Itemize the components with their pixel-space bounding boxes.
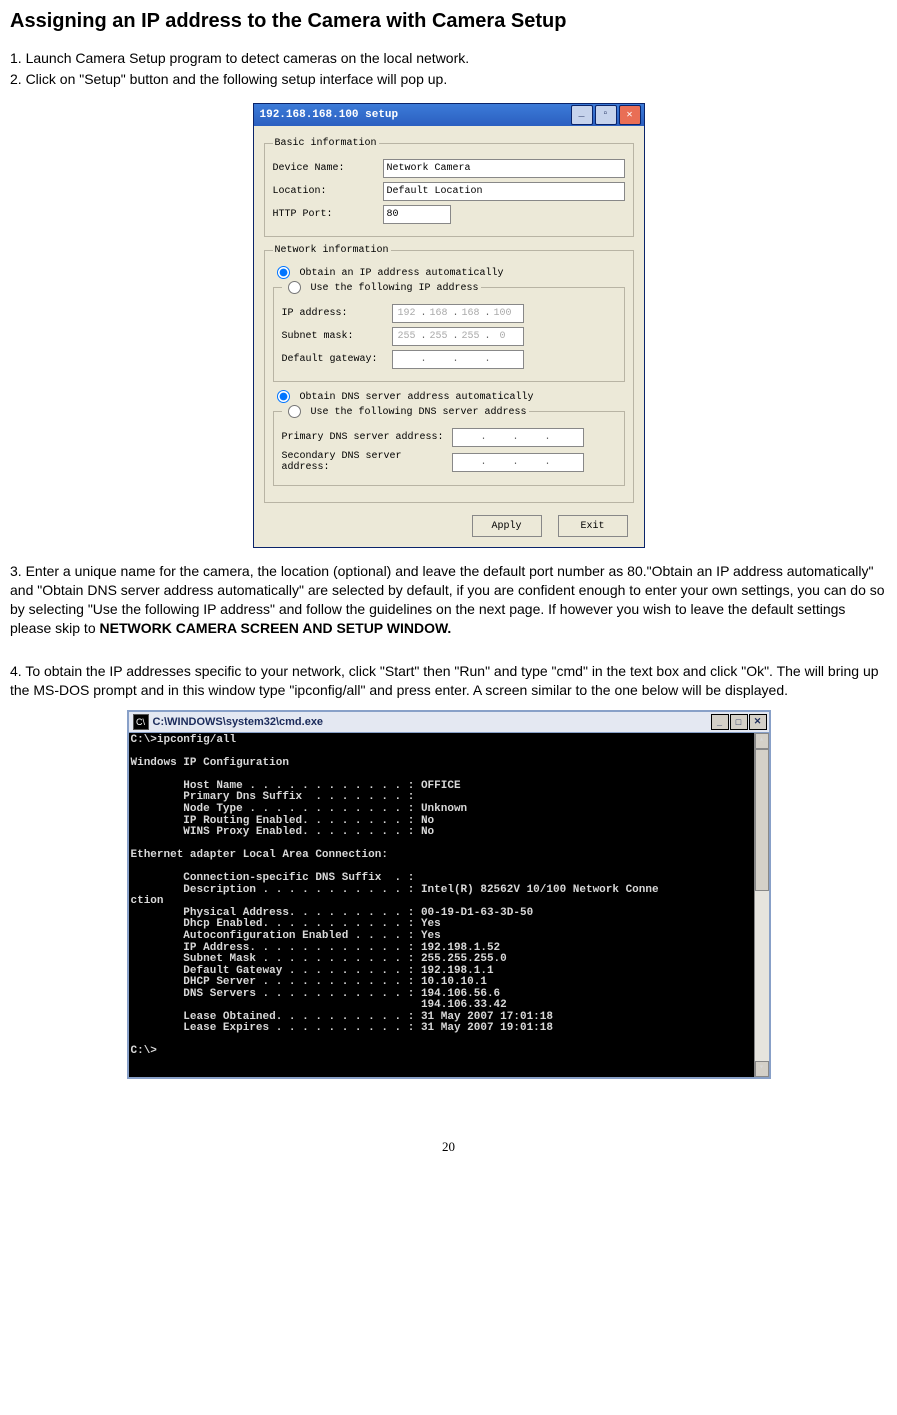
use-following-dns-label: Use the following DNS server address xyxy=(311,407,527,418)
use-following-dns-radio[interactable] xyxy=(288,405,301,418)
obtain-dns-auto-radio[interactable] xyxy=(277,390,290,403)
scroll-up-button[interactable]: ▴ xyxy=(755,733,769,749)
cmd-scrollbar[interactable]: ▴ ▾ xyxy=(754,733,769,1077)
secondary-dns-label: Secondary DNS server address: xyxy=(282,451,452,473)
http-port-input[interactable]: 80 xyxy=(383,205,451,224)
setup-titlebar: 192.168.168.100 setup _ ▫ ✕ xyxy=(254,104,644,126)
default-gateway-input[interactable]: . . . xyxy=(392,350,524,369)
cmd-close-button[interactable]: ✕ xyxy=(749,714,767,730)
cmd-window: C\ C:\WINDOWS\system32\cmd.exe _ □ ✕ C:\… xyxy=(127,710,771,1079)
cmd-icon: C\ xyxy=(133,714,149,730)
setup-title-text: 192.168.168.100 setup xyxy=(260,109,571,121)
default-gateway-label: Default gateway: xyxy=(282,354,392,365)
location-label: Location: xyxy=(273,186,383,197)
step-3-bold: NETWORK CAMERA SCREEN AND SETUP WINDOW. xyxy=(100,620,452,636)
secondary-dns-input[interactable]: . . . xyxy=(452,453,584,472)
ip-address-input[interactable]: 192. 168. 168. 100 xyxy=(392,304,524,323)
page-number: 20 xyxy=(10,1139,887,1155)
close-button[interactable]: ✕ xyxy=(619,105,641,125)
step-2: 2. Click on "Setup" button and the follo… xyxy=(10,70,887,89)
obtain-ip-auto-label: Obtain an IP address automatically xyxy=(300,268,504,279)
primary-dns-label: Primary DNS server address: xyxy=(282,432,452,443)
step-3: 3. Enter a unique name for the camera, t… xyxy=(10,562,887,638)
scroll-down-button[interactable]: ▾ xyxy=(755,1061,769,1077)
minimize-button[interactable]: _ xyxy=(571,105,593,125)
network-info-group: Network information Obtain an IP address… xyxy=(264,245,634,504)
step-1: 1. Launch Camera Setup program to detect… xyxy=(10,49,887,68)
cmd-title-text: C:\WINDOWS\system32\cmd.exe xyxy=(153,716,711,728)
static-dns-group: Use the following DNS server address Pri… xyxy=(273,405,625,486)
http-port-label: HTTP Port: xyxy=(273,209,383,220)
page-title: Assigning an IP address to the Camera wi… xyxy=(10,10,887,33)
device-name-label: Device Name: xyxy=(273,163,383,174)
cmd-output: C:\>ipconfig/all Windows IP Configuratio… xyxy=(129,733,769,1077)
cmd-output-text: C:\>ipconfig/all Windows IP Configuratio… xyxy=(131,734,659,1058)
use-following-ip-label: Use the following IP address xyxy=(311,283,479,294)
maximize-button[interactable]: ▫ xyxy=(595,105,617,125)
basic-info-legend: Basic information xyxy=(273,138,379,149)
scroll-thumb[interactable] xyxy=(755,749,769,891)
apply-button[interactable]: Apply xyxy=(472,515,542,537)
cmd-titlebar: C\ C:\WINDOWS\system32\cmd.exe _ □ ✕ xyxy=(129,712,769,733)
cmd-minimize-button[interactable]: _ xyxy=(711,714,729,730)
cmd-maximize-button[interactable]: □ xyxy=(730,714,748,730)
subnet-mask-input[interactable]: 255. 255. 255. 0 xyxy=(392,327,524,346)
exit-button[interactable]: Exit xyxy=(558,515,628,537)
device-name-input[interactable]: Network Camera xyxy=(383,159,625,178)
obtain-dns-auto-label: Obtain DNS server address automatically xyxy=(300,392,534,403)
setup-window: 192.168.168.100 setup _ ▫ ✕ Basic inform… xyxy=(253,103,645,549)
subnet-mask-label: Subnet mask: xyxy=(282,331,392,342)
primary-dns-input[interactable]: . . . xyxy=(452,428,584,447)
location-input[interactable]: Default Location xyxy=(383,182,625,201)
static-ip-group: Use the following IP address IP address:… xyxy=(273,281,625,382)
basic-info-group: Basic information Device Name: Network C… xyxy=(264,138,634,237)
network-info-legend: Network information xyxy=(273,245,391,256)
obtain-ip-auto-radio[interactable] xyxy=(277,266,290,279)
use-following-ip-radio[interactable] xyxy=(288,281,301,294)
ip-address-label: IP address: xyxy=(282,308,392,319)
step-4: 4. To obtain the IP addresses specific t… xyxy=(10,662,887,700)
